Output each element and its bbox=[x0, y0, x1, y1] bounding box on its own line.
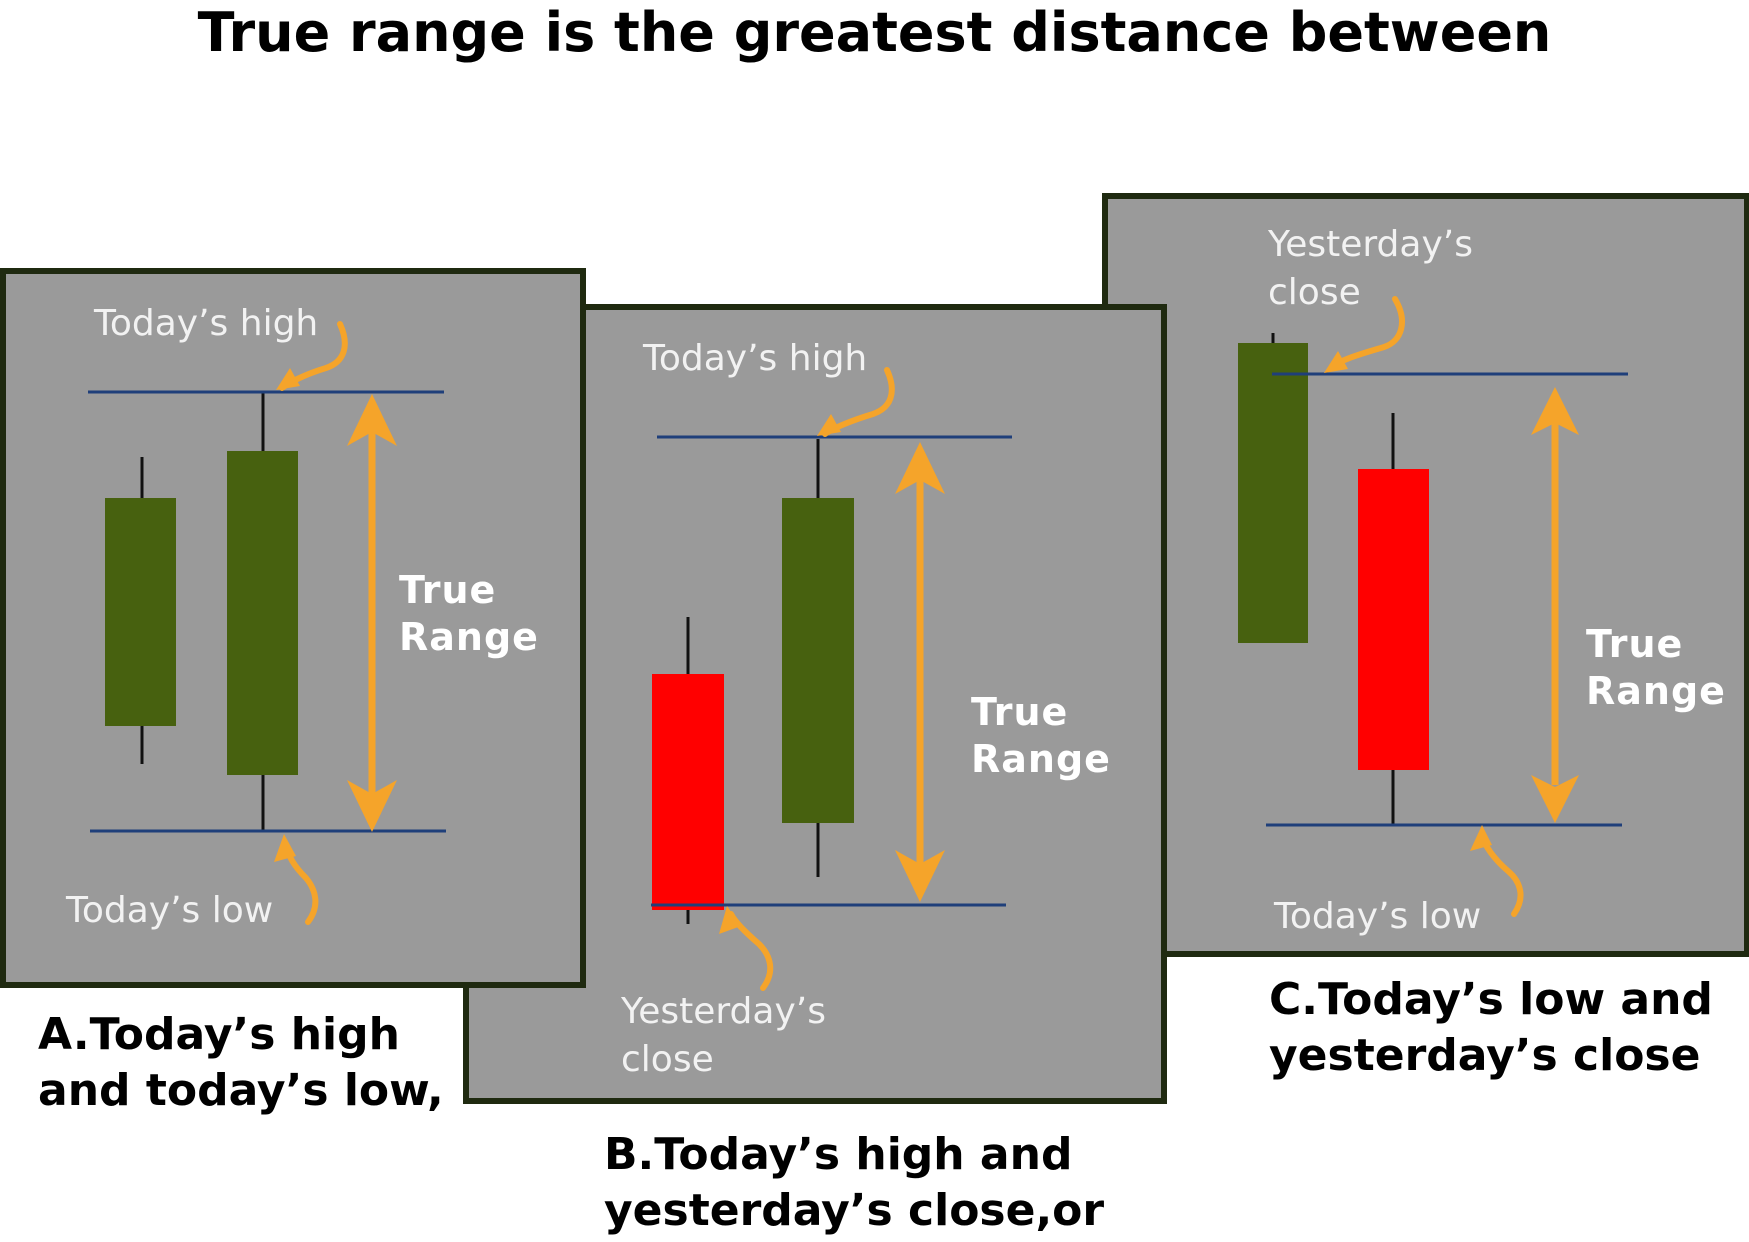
panel-a-bottom-label: Today’s low bbox=[66, 890, 274, 931]
panel-b-bottom-label: Yesterday’s close bbox=[621, 991, 826, 1080]
panel-c: Yesterday’s close Today’s low True Range bbox=[1102, 193, 1749, 957]
panel-c-true-range-label: True Range bbox=[1586, 622, 1726, 713]
yesterday-bullish-candle bbox=[1238, 343, 1308, 643]
today-bullish-candle bbox=[782, 498, 854, 823]
panel-b-top-label: Today’s high bbox=[643, 338, 868, 379]
panel-a-true-range-label: True Range bbox=[399, 568, 539, 659]
panel-b-true-range-label: True Range bbox=[971, 690, 1111, 781]
yesterday-bullish-candle bbox=[105, 498, 176, 726]
page-title: True range is the greatest distance betw… bbox=[197, 1, 1552, 64]
caption-b: B.Today’s high and yesterday’s close,or bbox=[604, 1129, 1105, 1236]
panel-c-bottom-label: Today’s low bbox=[1274, 896, 1482, 937]
panel-a: Today’s high Today’s low True Range bbox=[0, 268, 588, 988]
today-bullish-candle bbox=[227, 451, 298, 775]
panel-c-top-label: Yesterday’s close bbox=[1268, 224, 1473, 313]
panel-a-graphic bbox=[0, 268, 586, 988]
today-bearish-candle bbox=[1358, 469, 1429, 770]
caption-a: A.Today’s high and today’s low, bbox=[38, 1009, 444, 1116]
yesterday-bearish-candle bbox=[652, 674, 724, 910]
yesterday-close-pointer-icon bbox=[1329, 296, 1405, 370]
panel-a-top-label: Today’s high bbox=[94, 303, 319, 344]
true-range-arrow bbox=[895, 442, 945, 902]
true-range-arrow bbox=[1531, 387, 1579, 823]
panel-c-graphic bbox=[1102, 193, 1749, 957]
caption-c: C.Today’s low and yesterday’s close bbox=[1269, 974, 1713, 1081]
true-range-arrow bbox=[347, 394, 397, 832]
